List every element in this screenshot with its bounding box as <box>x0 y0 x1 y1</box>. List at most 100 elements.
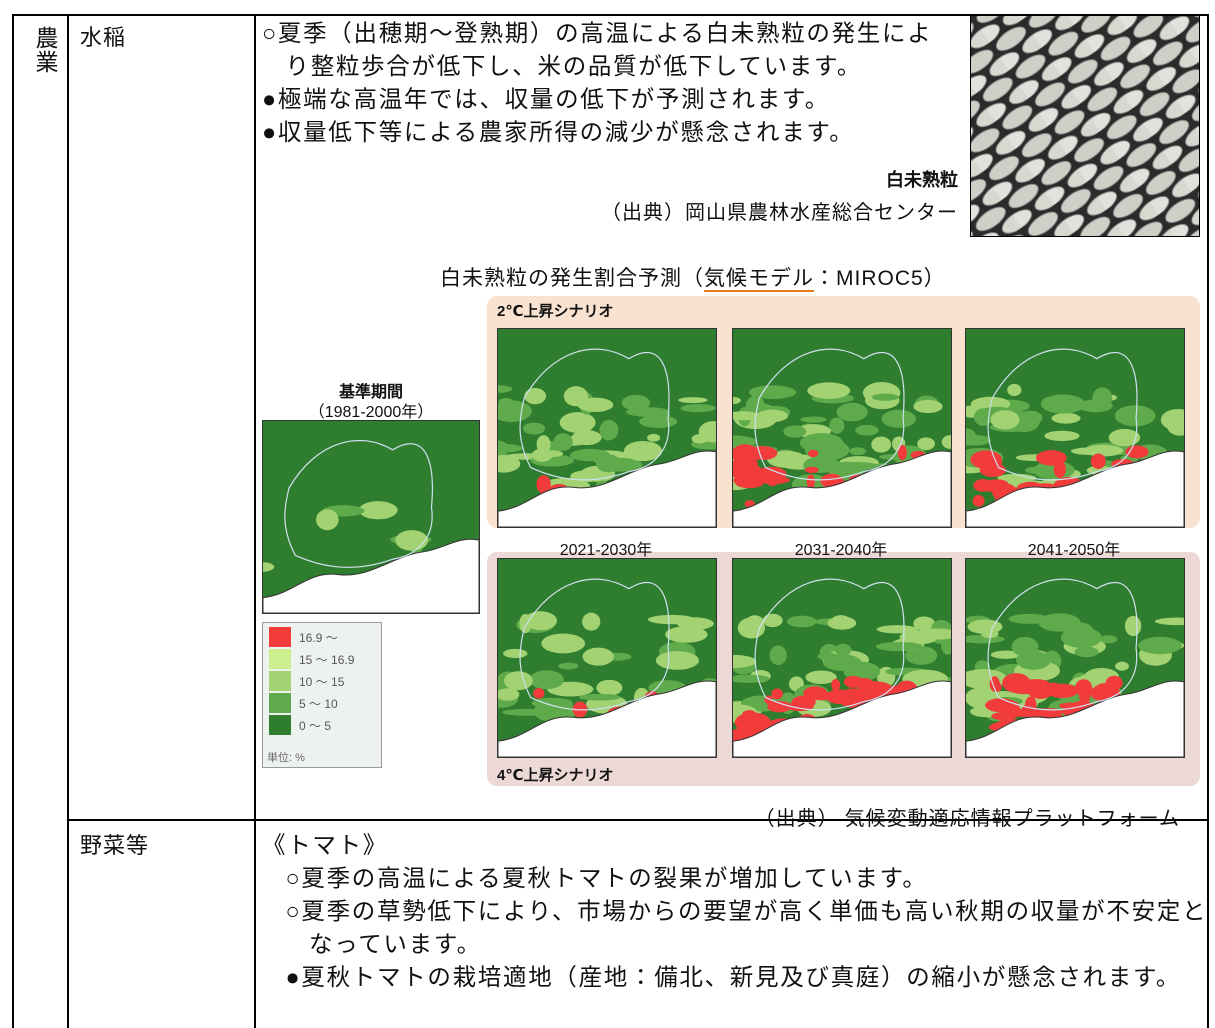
table-border <box>12 14 14 1028</box>
map-patch <box>799 433 844 453</box>
map-patch <box>665 626 708 643</box>
bullet: ●夏秋トマトの栽培適地（産地：備北、新見及び真庭）の縮小が懸念されます。 <box>285 965 1182 991</box>
map-patch <box>800 416 827 423</box>
map-patch <box>498 455 521 473</box>
table-border <box>67 14 69 1028</box>
map-patch <box>881 409 916 428</box>
map-patch <box>745 615 765 631</box>
bullet: ●極端な高温年では、収量の低下が予測されます。 <box>262 87 830 113</box>
map-red <box>972 494 985 507</box>
map-patch <box>756 409 789 423</box>
map-patch <box>766 450 807 468</box>
map-red <box>858 681 892 693</box>
map-patch <box>769 645 787 666</box>
map-patch <box>678 397 708 404</box>
map-patch <box>639 415 678 428</box>
legend-item: 5 ～ 10 <box>269 693 338 713</box>
map-patch <box>524 387 547 405</box>
map-patch <box>1040 394 1086 414</box>
map-patch <box>531 697 573 709</box>
map-patch <box>783 425 807 438</box>
map-patch <box>621 394 651 411</box>
map-patch <box>855 424 879 436</box>
map-red <box>806 474 815 489</box>
photo-caption: 白未熟粒 <box>886 170 958 190</box>
item: 水稲 <box>80 25 127 50</box>
sector: 農業 <box>32 26 57 74</box>
map-red <box>897 444 907 461</box>
table-border <box>254 14 256 1028</box>
map <box>497 328 717 528</box>
map-patch <box>913 616 935 631</box>
map-patch <box>1051 412 1081 424</box>
map-patch <box>941 635 951 655</box>
map-patch <box>698 421 716 443</box>
map-patch <box>997 473 1037 483</box>
map-patch <box>503 671 533 691</box>
map-patch <box>827 616 857 630</box>
map-patch <box>498 400 532 422</box>
map-sea <box>498 680 716 757</box>
map-red <box>991 712 1018 721</box>
legend-swatch <box>269 715 291 735</box>
map-patch <box>623 440 663 462</box>
map-red <box>733 444 759 464</box>
legend-unit: 単位: % <box>267 752 305 764</box>
title-text: ：MIROC5） <box>814 267 946 290</box>
rice-photo <box>970 15 1200 237</box>
map-patch <box>871 393 899 401</box>
map-patch <box>578 693 621 701</box>
map-patch <box>1063 622 1094 640</box>
map-patch <box>990 410 1020 430</box>
map-patch <box>647 433 661 442</box>
map-patch <box>541 633 586 654</box>
legend-swatch <box>269 693 291 713</box>
map-patch <box>1124 615 1142 637</box>
title-link[interactable]: 気候モデル <box>704 267 814 292</box>
map-red <box>1002 673 1031 693</box>
map-patch <box>905 646 938 665</box>
map-red <box>837 688 871 708</box>
map-patch <box>315 509 339 531</box>
map-patch <box>1108 428 1141 447</box>
map-patch <box>733 654 757 669</box>
map-red <box>805 466 819 474</box>
map-patch <box>529 670 564 690</box>
map-patch <box>966 434 991 446</box>
period-label: 2021-2030年 <box>559 542 653 559</box>
map-red <box>993 682 1002 692</box>
map-patch <box>1166 414 1184 436</box>
map-patch <box>941 435 951 449</box>
bullet-list: ○夏季（出穂期～登熟期）の高温による白未熟粒の発生により整粒歩合が低下し、米の品… <box>262 18 952 150</box>
map-patch <box>1154 617 1184 626</box>
map-patch <box>498 443 524 453</box>
map-patch <box>522 422 546 435</box>
map-patch <box>395 530 429 551</box>
map-red <box>843 675 863 688</box>
map <box>262 420 480 614</box>
map-patch <box>503 648 528 659</box>
legend-label: 5 ～ 10 <box>299 696 338 711</box>
map-patch <box>762 613 783 628</box>
map-patch <box>849 447 867 456</box>
map-red <box>808 449 819 458</box>
map <box>732 328 952 528</box>
map-red <box>979 463 1006 478</box>
legend-label: 15 ～ 16.9 <box>299 652 355 667</box>
map-patch <box>733 411 761 421</box>
map-patch <box>1024 466 1050 474</box>
bullet: ●収量低下等による農家所得の減少が懸念されます。 <box>262 120 855 146</box>
map-red <box>742 710 757 720</box>
map-patch <box>531 448 553 462</box>
legend-item: 16.9 ～ <box>269 627 338 647</box>
legend: 16.9 ～ 15 ～ 16.9 10 ～ 15 5 ～ 10 0 ～ 5 単位: % <box>262 622 382 768</box>
map-patch <box>1114 405 1156 427</box>
photo-source: （出典）岡山県農林水産総合センター <box>601 202 958 224</box>
map-patch <box>733 397 741 404</box>
map-red <box>1090 453 1106 469</box>
map-patch <box>834 643 852 657</box>
map <box>965 328 1185 528</box>
map-border <box>754 348 905 481</box>
map-red <box>831 678 841 691</box>
